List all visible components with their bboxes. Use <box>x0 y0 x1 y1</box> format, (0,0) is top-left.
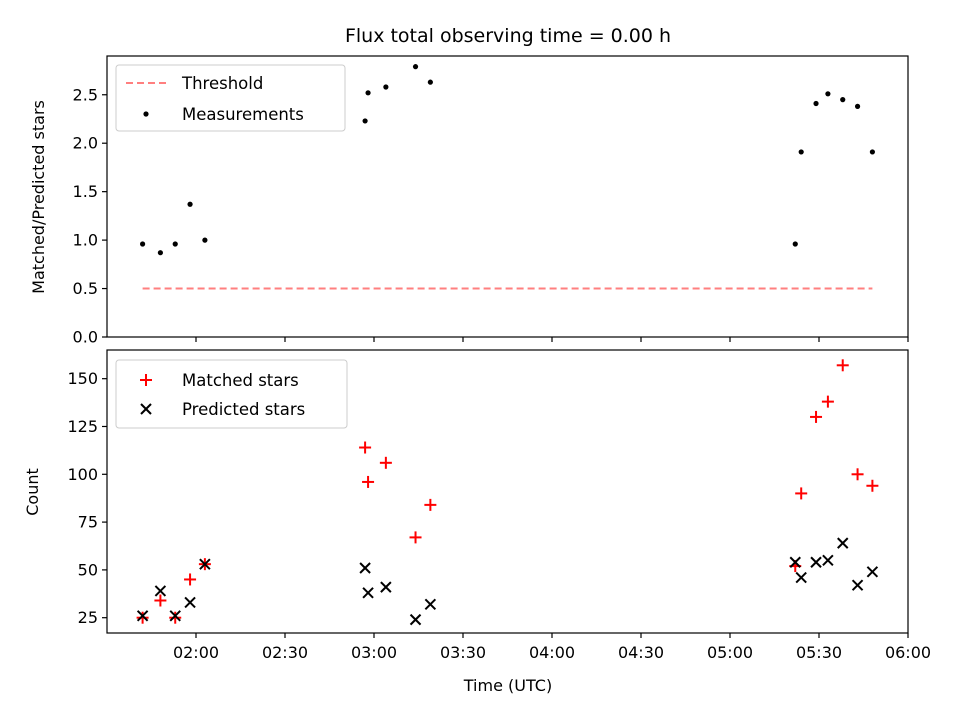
matched-legend-label: Matched stars <box>182 371 299 390</box>
predicted-star-point <box>810 556 822 568</box>
measurement-point <box>172 241 178 247</box>
matched-star-point <box>136 611 149 624</box>
top-legend-box <box>115 64 346 132</box>
measurement-point <box>383 84 389 90</box>
top-ytick-label: 0.0 <box>73 328 98 347</box>
top-ytick-label: 1.5 <box>73 182 98 201</box>
bottom-xtick-label: 04:30 <box>618 643 664 662</box>
measurement-point <box>157 250 163 256</box>
measurement-point <box>427 79 433 85</box>
measurement-point <box>412 64 419 70</box>
bottom-xtick-label: 02:30 <box>262 643 308 662</box>
bottom-xtick-label: 04:00 <box>529 643 575 662</box>
predicted-star-point <box>199 558 211 570</box>
threshold-legend-label: Threshold <box>181 74 263 93</box>
bottom-xtick-label: 05:00 <box>707 643 753 662</box>
top-legend: Threshold Measurements <box>115 64 346 132</box>
predicted-star-point <box>837 537 849 549</box>
predicted-star-point <box>169 610 181 622</box>
measurements-marks <box>140 64 876 290</box>
predicted-star-point <box>822 554 834 567</box>
top-panel: 0.0 0.5 1.0 1.5 2.0 2.5 Matched/Predicted sta… <box>29 55 909 347</box>
matched-star-point <box>836 359 849 372</box>
matched-star-point <box>821 395 834 408</box>
bottom-xtick-label: 06:00 <box>885 643 931 662</box>
predicted-star-point <box>409 613 422 626</box>
top-axes: 0.0 0.5 1.0 1.5 2.0 2.5 <box>73 85 909 347</box>
measurement-point <box>854 103 861 109</box>
top-ytick-label: 0.5 <box>73 279 98 298</box>
measurement-point <box>840 97 846 103</box>
predicted-star-point <box>380 581 392 593</box>
bottom-ytick-label: 75 <box>78 513 98 532</box>
matched-star-point <box>851 468 864 481</box>
predicted-star-point <box>184 596 196 609</box>
bottom-ytick-label: 25 <box>78 608 98 627</box>
matched-star-point <box>866 479 879 492</box>
measurement-point <box>365 90 371 96</box>
predicted-star-point <box>789 556 801 568</box>
predicted-star-point <box>424 598 437 611</box>
predicted-star-point <box>362 587 374 599</box>
measurement-point <box>869 149 876 155</box>
predicted-legend-swatch <box>140 403 152 415</box>
predicted-star-point <box>359 562 371 574</box>
bottom-ylabel: Count <box>23 468 42 516</box>
bottom-xtick-label: 02:00 <box>173 643 219 662</box>
bottom-xlabel: Time (UTC) <box>463 676 552 695</box>
matched-star-point <box>409 531 422 544</box>
top-plot-frame <box>106 55 909 338</box>
matched-star-point <box>795 487 808 500</box>
measurement-point <box>798 149 804 155</box>
top-ylabel: Matched/Predicted stars <box>29 100 48 294</box>
predicted-star-point <box>136 610 149 622</box>
top-ytick-label: 1.0 <box>73 231 98 250</box>
stars-marks <box>136 359 879 626</box>
predicted-star-point <box>154 585 167 597</box>
predicted-star-point <box>866 566 879 578</box>
predicted-star-point <box>851 579 864 591</box>
bottom-panel: 25 50 75 100 125 150 02:00 02:30 03:00 03:30 04:00… <box>23 349 931 695</box>
measurement-point <box>202 237 208 243</box>
bottom-ytick-label: 125 <box>67 417 98 436</box>
measurement-point <box>362 118 368 124</box>
matched-star-point <box>154 594 167 607</box>
matched-star-point <box>362 475 375 488</box>
bottom-ytick-label: 100 <box>67 465 98 484</box>
measurement-point <box>813 100 819 107</box>
bottom-xtick-label: 03:00 <box>351 643 397 662</box>
bottom-legend: Matched stars Predicted stars <box>115 359 348 429</box>
top-ytick-label: 2.0 <box>73 134 98 153</box>
matched-star-point <box>379 456 392 469</box>
bottom-legend-box <box>115 359 348 429</box>
bottom-axes: 25 50 75 100 125 150 02:00 02:30 03:00 03:30 04:00… <box>67 369 931 662</box>
measurements-legend-label: Measurements <box>182 105 304 124</box>
predicted-star-point <box>795 571 807 584</box>
chart-title: Flux total observing time = 0.00 h <box>345 25 671 47</box>
matched-legend-swatch <box>140 374 152 386</box>
bottom-plot-frame <box>106 349 909 634</box>
measurements-legend-swatch <box>143 111 149 117</box>
top-ytick-label: 2.5 <box>73 85 98 104</box>
predicted-legend-label: Predicted stars <box>182 400 305 419</box>
measurement-point <box>187 201 193 207</box>
matched-star-point <box>184 573 197 586</box>
matched-star-point <box>169 611 182 624</box>
matched-star-point <box>424 498 437 511</box>
measurement-point <box>792 241 798 247</box>
measurement-point <box>825 91 831 97</box>
matched-star-point <box>810 410 823 423</box>
bottom-xtick-label: 05:30 <box>796 643 842 662</box>
matched-star-point <box>359 441 372 454</box>
bottom-ytick-label: 150 <box>67 369 98 388</box>
bottom-ytick-label: 50 <box>78 560 98 579</box>
bottom-xtick-label: 03:30 <box>440 643 486 662</box>
measurement-point <box>140 241 146 247</box>
